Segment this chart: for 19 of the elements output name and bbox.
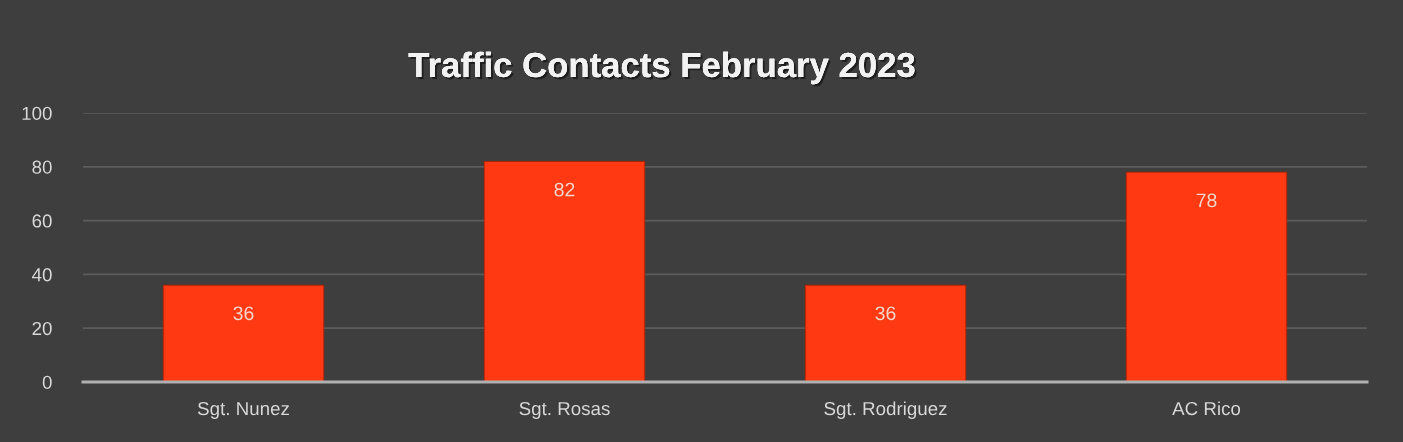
chart-title: Traffic Contacts February 2023 <box>408 51 917 87</box>
x-tick-label: AC Rico <box>1172 401 1241 416</box>
bar <box>162 284 325 382</box>
y-tick-label: 20 <box>32 321 52 336</box>
bar <box>1125 171 1288 382</box>
x-tick-label: Sgt. Rosas <box>519 401 610 419</box>
bar <box>483 161 646 382</box>
y-tick-label: 80 <box>32 160 52 174</box>
y-tick-label: 100 <box>22 106 52 120</box>
x-tick-label: Sgt. Rodriguez <box>824 401 947 419</box>
data-label: 78 <box>1196 193 1217 208</box>
y-tick-label: 60 <box>32 214 52 228</box>
y-tick-label: 0 <box>42 375 52 389</box>
bar <box>804 284 967 382</box>
x-tick-label: Sgt. Nunez <box>197 401 289 419</box>
data-label: 36 <box>875 306 896 321</box>
data-label: 36 <box>233 306 254 321</box>
y-tick-label: 40 <box>32 268 52 282</box>
data-label: 82 <box>554 182 575 197</box>
